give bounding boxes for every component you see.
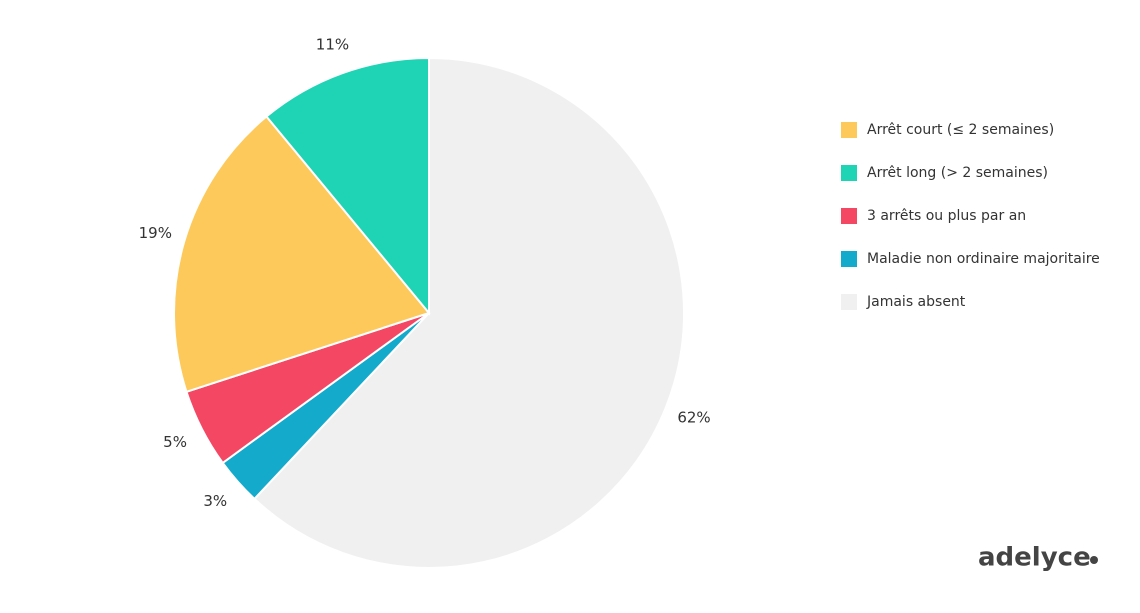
- brand: adelyce: [978, 543, 1091, 573]
- slice-label: 3%: [203, 492, 227, 510]
- pie-slice: [265, 56, 430, 316]
- pie-slice: [253, 56, 685, 569]
- slice-label: 5%: [163, 433, 187, 451]
- legend-swatch: [841, 165, 857, 181]
- brand-dot: [1090, 556, 1098, 564]
- legend-swatch: [841, 122, 857, 138]
- legend-swatch: [841, 294, 857, 310]
- pie-slice: [173, 115, 431, 394]
- legend-label: Arrêt court (≤ 2 semaines): [867, 122, 1054, 138]
- slice-label: 19%: [139, 224, 172, 242]
- legend-swatch: [841, 251, 857, 267]
- legend-swatch: [841, 208, 857, 224]
- slice-label: 62%: [677, 408, 710, 426]
- legend-label: 3 arrêts ou plus par an: [867, 208, 1026, 224]
- legend-label: Maladie non ordinaire majoritaire: [867, 251, 1100, 267]
- legend-label: Arrêt long (> 2 semaines): [867, 165, 1048, 181]
- legend-label: Jamais absent: [866, 294, 966, 310]
- slice-label: 11%: [316, 35, 349, 53]
